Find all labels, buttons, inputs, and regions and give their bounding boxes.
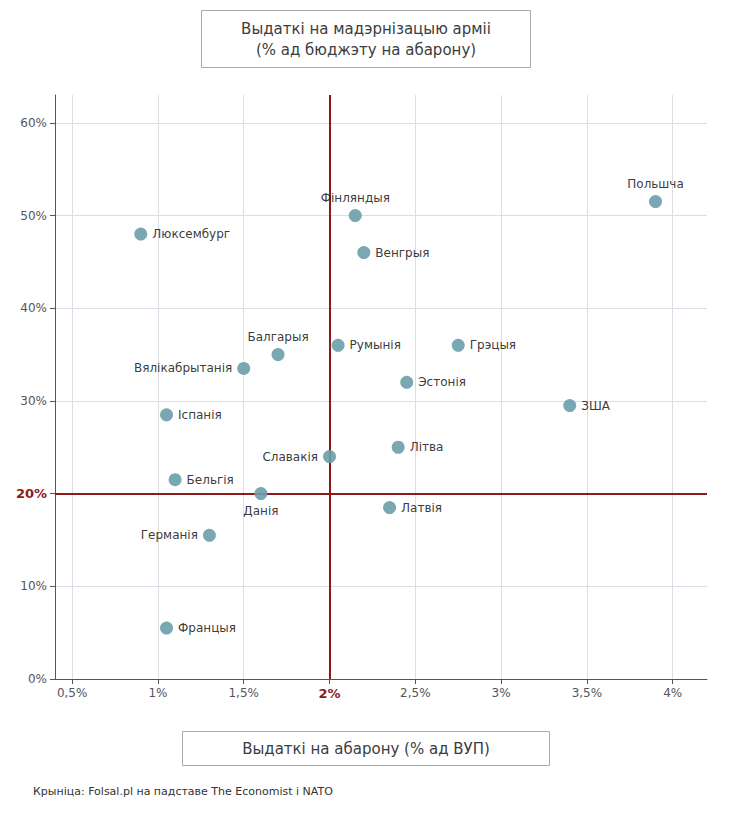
svg-text:Польшча: Польшча — [627, 177, 684, 191]
svg-text:Грэцыя: Грэцыя — [470, 338, 516, 352]
svg-text:Латвія: Латвія — [401, 501, 442, 515]
svg-text:1,5%: 1,5% — [228, 686, 259, 700]
svg-text:Выдаткі на мадэрнізацыю арміі: Выдаткі на мадэрнізацыю арміі — [241, 20, 491, 38]
svg-text:Румынія: Румынія — [350, 338, 401, 352]
svg-text:30%: 30% — [20, 394, 47, 408]
svg-text:Крыніца: Folsal.pl на падставе: Крыніца: Folsal.pl на падставе The Econo… — [33, 785, 333, 798]
svg-text:10%: 10% — [20, 579, 47, 593]
svg-text:60%: 60% — [20, 116, 47, 130]
svg-text:Славакія: Славакія — [262, 450, 318, 464]
svg-text:Венгрыя: Венгрыя — [375, 246, 429, 260]
svg-text:2%: 2% — [318, 686, 340, 701]
svg-text:(% ад бюджэту на абарону): (% ад бюджэту на абарону) — [256, 41, 476, 59]
svg-text:2,5%: 2,5% — [400, 686, 431, 700]
svg-text:4%: 4% — [663, 686, 682, 700]
svg-text:3%: 3% — [492, 686, 511, 700]
svg-text:Іспанія: Іспанія — [178, 408, 222, 422]
svg-text:Літва: Літва — [410, 440, 444, 454]
svg-text:Бельгія: Бельгія — [187, 473, 234, 487]
svg-text:Фінляндыя: Фінляндыя — [321, 191, 390, 205]
svg-text:20%: 20% — [16, 486, 47, 501]
svg-text:Данія: Данія — [243, 504, 278, 518]
svg-text:Выдаткі на абарону (% ад ВУП): Выдаткі на абарону (% ад ВУП) — [242, 740, 490, 758]
svg-text:Люксембург: Люксембург — [152, 227, 230, 241]
svg-text:Вялікабрытанія: Вялікабрытанія — [134, 361, 232, 375]
svg-text:Францыя: Францыя — [178, 621, 236, 635]
svg-text:1%: 1% — [148, 686, 167, 700]
svg-text:0%: 0% — [28, 672, 47, 686]
svg-text:50%: 50% — [20, 209, 47, 223]
svg-text:ЗША: ЗША — [581, 399, 611, 413]
svg-text:Германія: Германія — [141, 528, 198, 542]
svg-text:Эстонія: Эстонія — [418, 375, 466, 389]
svg-text:Балгарыя: Балгарыя — [247, 330, 308, 344]
svg-text:0,5%: 0,5% — [57, 686, 88, 700]
svg-text:40%: 40% — [20, 301, 47, 315]
svg-text:3,5%: 3,5% — [572, 686, 603, 700]
